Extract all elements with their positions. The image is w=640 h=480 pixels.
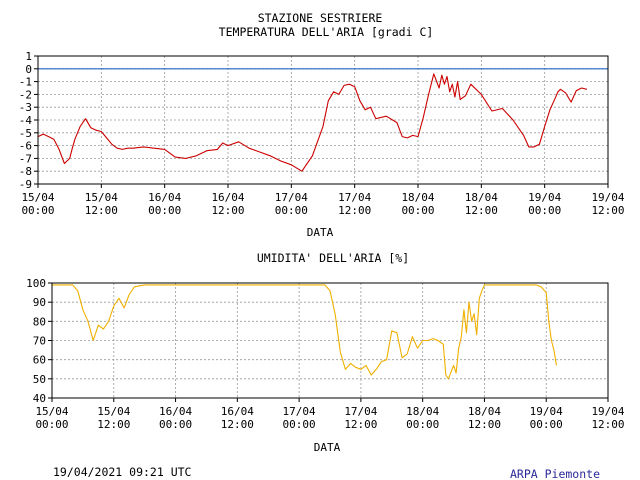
humidity-x-tick-date: 18/04: [468, 405, 501, 418]
temperature-x-tick-time: 00:00: [148, 204, 181, 217]
temperature-x-tick-time: 00:00: [275, 204, 308, 217]
humidity-x-tick-time: 12:00: [591, 418, 624, 431]
humidity-y-tick-label: 80: [33, 315, 46, 328]
temperature-x-tick-time: 00:00: [528, 204, 561, 217]
temperature-x-tick-date: 19/04: [528, 191, 561, 204]
temperature-y-tick-label: -5: [19, 127, 32, 140]
humidity-y-tick-label: 100: [26, 277, 46, 290]
temperature-series: [37, 73, 588, 172]
temperature-y-tick-label: -1: [19, 76, 32, 89]
arpa-piemonte-brand: ARPA Piemonte: [510, 467, 600, 480]
humidity-x-tick-time: 12:00: [344, 418, 377, 431]
temperature-x-tick-date: 18/04: [465, 191, 498, 204]
temperature-x-axis-label: DATA: [307, 226, 334, 239]
update-timestamp: 19/04/2021 09:21 UTC: [53, 465, 192, 479]
temperature-chart: 10-1-2-3-4-5-6-7-8-9 15/0400:0015/0412:0…: [19, 50, 625, 239]
humidity-x-tick-date: 19/04: [591, 405, 624, 418]
temperature-x-tick-date: 17/04: [275, 191, 308, 204]
humidity-x-tick-time: 12:00: [97, 418, 130, 431]
humidity-series-line: [52, 284, 558, 380]
humidity-x-tick-time: 00:00: [283, 418, 316, 431]
temperature-series-line: [37, 73, 588, 172]
humidity-x-tick-time: 00:00: [406, 418, 439, 431]
temperature-x-tick-time: 00:00: [401, 204, 434, 217]
humidity-chart-title: UMIDITA' DELL'ARIA [%]: [257, 251, 409, 265]
humidity-y-tick-label: 60: [33, 354, 46, 367]
temperature-x-tick-time: 12:00: [591, 204, 624, 217]
humidity-x-ticks: 15/0400:0015/0412:0016/0400:0016/0412:00…: [35, 398, 625, 431]
temperature-chart-title: TEMPERATURA DELL'ARIA [gradi C]: [219, 25, 434, 39]
humidity-x-tick-time: 12:00: [221, 418, 254, 431]
temperature-x-tick-time: 00:00: [21, 204, 54, 217]
station-title: STAZIONE SESTRIERE: [258, 11, 383, 25]
humidity-x-tick-date: 16/04: [159, 405, 192, 418]
humidity-y-tick-label: 40: [33, 392, 46, 405]
humidity-y-tick-label: 90: [33, 296, 46, 309]
temperature-x-tick-date: 18/04: [401, 191, 434, 204]
temperature-y-tick-label: -7: [19, 152, 32, 165]
temperature-x-tick-time: 12:00: [211, 204, 244, 217]
temperature-y-ticks: 10-1-2-3-4-5-6-7-8-9: [19, 50, 38, 191]
temperature-y-tick-label: -8: [19, 165, 32, 178]
humidity-x-tick-date: 16/04: [221, 405, 254, 418]
temperature-grid: [38, 56, 608, 184]
temperature-y-tick-label: -2: [19, 88, 32, 101]
humidity-x-tick-date: 17/04: [283, 405, 316, 418]
humidity-series: [52, 284, 558, 380]
humidity-x-tick-date: 15/04: [97, 405, 130, 418]
temperature-x-tick-date: 15/04: [85, 191, 118, 204]
temperature-x-tick-time: 12:00: [465, 204, 498, 217]
temperature-x-tick-time: 12:00: [85, 204, 118, 217]
humidity-x-tick-date: 19/04: [530, 405, 563, 418]
humidity-x-tick-time: 00:00: [35, 418, 68, 431]
humidity-grid: [52, 283, 608, 398]
temperature-x-tick-date: 15/04: [21, 191, 54, 204]
temperature-x-tick-date: 16/04: [148, 191, 181, 204]
temperature-y-tick-label: -9: [19, 178, 32, 191]
humidity-x-axis-label: DATA: [314, 441, 341, 454]
temperature-y-tick-label: -4: [19, 114, 33, 127]
temperature-y-tick-label: -6: [19, 140, 32, 153]
temperature-x-tick-date: 16/04: [211, 191, 244, 204]
temperature-x-tick-time: 12:00: [338, 204, 371, 217]
humidity-x-tick-time: 12:00: [468, 418, 501, 431]
humidity-x-tick-time: 00:00: [159, 418, 192, 431]
humidity-y-tick-label: 50: [33, 373, 46, 386]
temperature-x-ticks: 15/0400:0015/0412:0016/0400:0016/0412:00…: [21, 184, 625, 217]
humidity-x-tick-date: 18/04: [406, 405, 439, 418]
temperature-y-tick-label: 0: [25, 63, 32, 76]
humidity-x-tick-time: 00:00: [530, 418, 563, 431]
humidity-x-tick-date: 17/04: [344, 405, 377, 418]
humidity-x-tick-date: 15/04: [35, 405, 68, 418]
temperature-x-tick-date: 17/04: [338, 191, 371, 204]
temperature-y-tick-label: -3: [19, 101, 32, 114]
temperature-x-tick-date: 19/04: [591, 191, 624, 204]
temperature-y-tick-label: 1: [25, 50, 32, 63]
humidity-y-ticks: 100 90 80 70 60 50 40: [26, 277, 52, 405]
humidity-y-tick-label: 70: [33, 335, 46, 348]
